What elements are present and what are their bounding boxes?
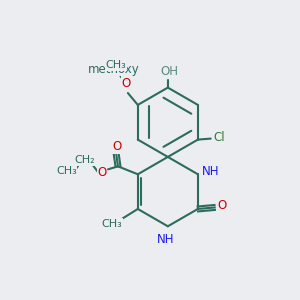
Text: NH: NH — [157, 233, 175, 246]
Text: methoxy: methoxy — [88, 63, 140, 76]
Text: CH₂: CH₂ — [74, 155, 94, 165]
Text: O: O — [217, 200, 226, 212]
Text: Cl: Cl — [214, 131, 226, 144]
Text: O: O — [112, 140, 122, 153]
Text: OH: OH — [161, 65, 179, 78]
Text: CH₃: CH₃ — [56, 166, 77, 176]
Text: O: O — [121, 76, 130, 88]
Text: O: O — [98, 166, 107, 179]
Text: CH₃: CH₃ — [106, 60, 126, 70]
Text: O: O — [121, 76, 130, 90]
Text: CH₃: CH₃ — [102, 219, 122, 229]
Text: NH: NH — [202, 165, 220, 178]
